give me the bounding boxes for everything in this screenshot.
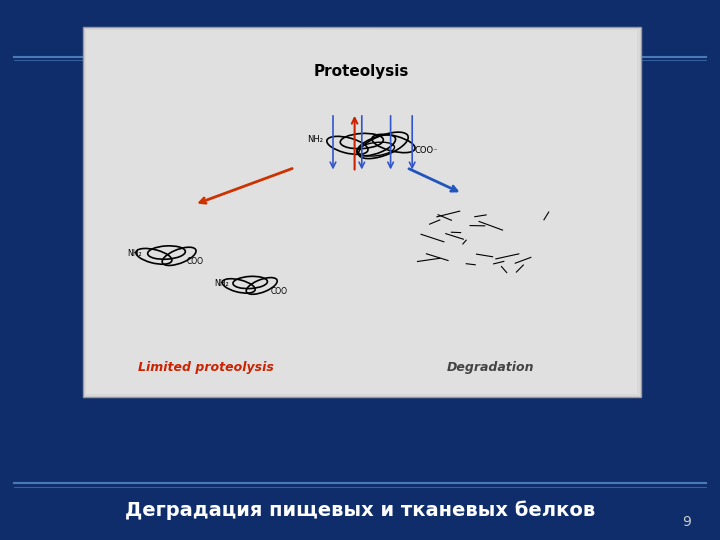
Text: Протеолиз: Протеолиз: [248, 80, 472, 114]
Text: 9: 9: [683, 515, 691, 529]
Text: Proteolysis: Proteolysis: [314, 64, 410, 79]
Text: Деградация пищевых и тканевых белков: Деградация пищевых и тканевых белков: [125, 501, 595, 520]
Text: Обмен белков: Обмен белков: [286, 29, 434, 47]
Text: COO⁻: COO⁻: [415, 146, 438, 156]
FancyBboxPatch shape: [83, 27, 641, 397]
Text: NH₂: NH₂: [127, 249, 141, 258]
Text: Degradation: Degradation: [446, 361, 534, 374]
Text: NH₂: NH₂: [307, 136, 323, 145]
Text: Limited proteolysis: Limited proteolysis: [138, 361, 274, 374]
Text: COO: COO: [271, 287, 287, 296]
Text: NH₂: NH₂: [214, 279, 229, 288]
FancyBboxPatch shape: [86, 30, 637, 394]
Text: COO: COO: [186, 257, 204, 266]
